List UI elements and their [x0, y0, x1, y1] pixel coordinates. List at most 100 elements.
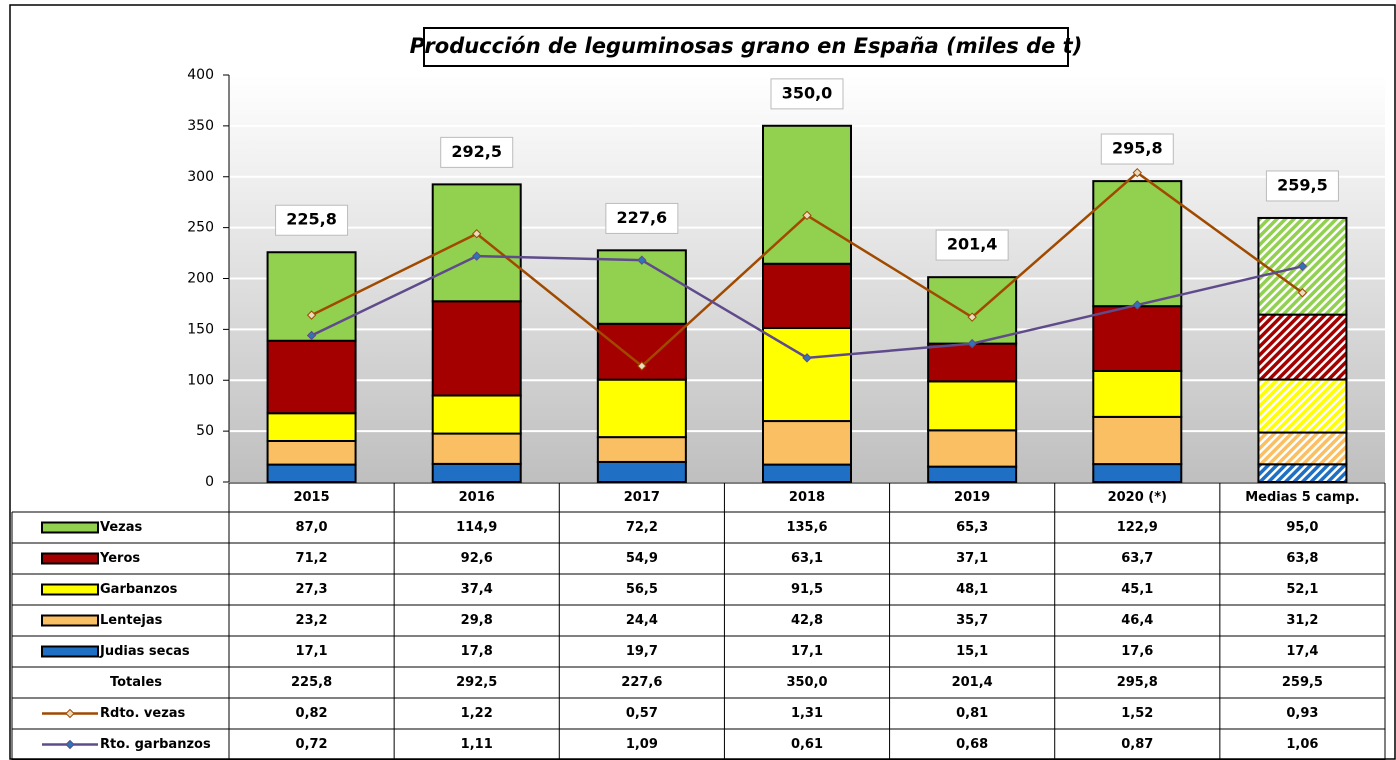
table-cell: 17,1	[296, 644, 328, 659]
legend-key	[41, 583, 99, 596]
x-tick-label: 2015	[293, 490, 329, 505]
table-cell: 63,8	[1286, 551, 1318, 566]
bar-segment	[1257, 313, 1348, 381]
table-cell: 135,6	[786, 520, 827, 535]
bar-segment	[1092, 180, 1183, 308]
table-cell: 71,2	[296, 551, 328, 566]
chart-title: Producción de leguminosas grano en Españ…	[410, 34, 1083, 58]
bar-segment	[596, 460, 687, 484]
table-cell: 65,3	[956, 520, 988, 535]
table-cell: 0,61	[791, 737, 823, 752]
bar-segment	[266, 412, 357, 442]
total-label-box	[935, 229, 1009, 261]
bar-segment	[266, 439, 357, 466]
table-cell: 54,9	[626, 551, 658, 566]
table-cell: 95,0	[1286, 520, 1318, 535]
table-cell: 1,11	[461, 737, 493, 752]
total-label: 350,0	[782, 83, 833, 102]
total-label-box	[275, 204, 349, 236]
table-cell: 0,93	[1286, 706, 1318, 721]
table-cell: 63,7	[1121, 551, 1153, 566]
total-label: 201,4	[947, 235, 998, 254]
total-label: 225,8	[286, 210, 337, 229]
bar-segment	[431, 394, 522, 435]
table-cell: 350,0	[786, 675, 827, 690]
bar-segment	[1257, 378, 1348, 434]
bar-segment	[431, 300, 522, 397]
bar-segment	[762, 326, 852, 423]
line-marker	[967, 338, 977, 349]
y-tick-label: 350	[187, 118, 214, 134]
table-cell: 29,8	[461, 613, 493, 628]
table-cell: 17,1	[791, 644, 823, 659]
table-cell: 292,5	[456, 675, 497, 690]
table-cell: 259,5	[1282, 675, 1323, 690]
bar-segment	[1092, 463, 1183, 484]
table-cell: 17,6	[1121, 644, 1153, 659]
table-cell: 0,81	[956, 706, 988, 721]
table-cell: 1,31	[791, 706, 823, 721]
table-cell: 0,68	[956, 737, 988, 752]
table-cell: 17,4	[1286, 644, 1318, 659]
y-tick-label: 200	[187, 271, 214, 287]
bar-segment	[1092, 305, 1183, 372]
table-cell: 0,57	[626, 706, 658, 721]
row-label: Yeros	[99, 551, 140, 566]
bar-segment	[431, 183, 522, 303]
table-cell: 35,7	[956, 613, 988, 628]
table-cell: 56,5	[626, 582, 658, 597]
bar-segment	[927, 342, 1018, 383]
table-cell: 31,2	[1286, 613, 1318, 628]
row-label: Judias secas	[99, 644, 190, 659]
legend-key	[41, 614, 99, 627]
line-marker	[637, 255, 647, 265]
bar-segment	[927, 276, 1018, 345]
frame	[9, 4, 1396, 760]
row-label: Totales	[110, 675, 162, 690]
table-cell: 295,8	[1117, 675, 1158, 690]
table-cell: 46,4	[1121, 613, 1153, 628]
line-marker	[472, 229, 482, 239]
table-cell: 225,8	[291, 675, 332, 690]
table-cell: 0,82	[296, 706, 328, 721]
line-marker	[1132, 167, 1142, 178]
bar-segment	[266, 251, 357, 342]
line-marker	[1297, 261, 1308, 271]
row-label: Lentejas	[100, 613, 163, 628]
total-label: 259,5	[1277, 175, 1328, 194]
bar-segment	[266, 463, 357, 483]
line-marker	[472, 251, 482, 261]
bar-segment	[596, 378, 687, 439]
table-cell: 24,4	[626, 613, 658, 628]
legend-marker	[65, 739, 75, 750]
x-tick-label: 2017	[624, 490, 660, 505]
x-tick-label: Medias 5 camp.	[1245, 490, 1359, 505]
bar-segment	[431, 462, 522, 483]
bar-segment	[1092, 369, 1183, 418]
row-label: Rto. garbanzos	[100, 737, 211, 752]
total-label: 292,5	[451, 142, 502, 161]
line-marker	[306, 330, 317, 341]
bar-segment	[927, 465, 1018, 483]
title-box	[423, 27, 1069, 67]
legend-key	[41, 552, 99, 565]
bar-segment	[1257, 463, 1348, 484]
table-cell: 91,5	[791, 582, 823, 597]
x-tick-label: 2016	[459, 490, 495, 505]
table-cell: 37,4	[461, 582, 493, 597]
row-label: Vezas	[100, 520, 143, 535]
y-tick-label: 100	[187, 372, 214, 388]
total-label-box	[770, 78, 844, 110]
y-tick-label: 400	[187, 67, 214, 83]
table-cell: 92,6	[461, 551, 493, 566]
table-cell: 0,87	[1121, 737, 1153, 752]
y-tick-label: 50	[196, 423, 214, 439]
bar-segment	[927, 380, 1018, 432]
bar-segment	[762, 262, 852, 329]
line-marker	[802, 353, 812, 363]
total-label: 227,6	[617, 208, 668, 227]
table-cell: 201,4	[952, 675, 993, 690]
row-label: Rdto. vezas	[100, 706, 186, 721]
bar-segment	[596, 322, 687, 381]
